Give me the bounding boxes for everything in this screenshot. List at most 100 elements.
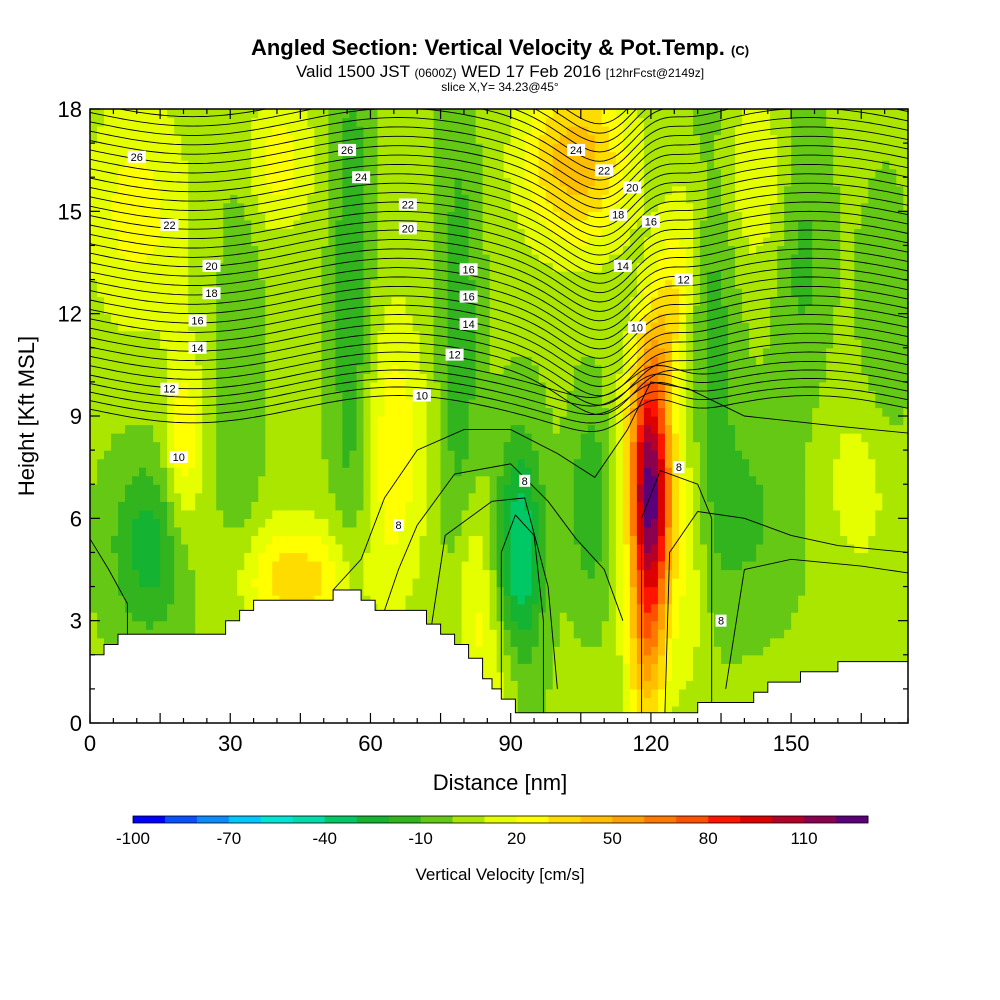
velocity-cell [251, 347, 259, 357]
velocity-cell [475, 637, 484, 647]
velocity-cell [468, 450, 477, 460]
velocity-cell [265, 134, 273, 144]
velocity-cell [181, 398, 189, 409]
velocity-cell [426, 194, 435, 204]
velocity-cell [496, 475, 505, 485]
velocity-cell [342, 543, 351, 554]
velocity-cell [286, 211, 294, 221]
velocity-cell [510, 586, 519, 596]
velocity-cell [300, 373, 308, 383]
velocity-cell [342, 202, 351, 212]
velocity-cell [398, 245, 407, 255]
velocity-cell [384, 143, 393, 153]
velocity-cell [335, 381, 344, 392]
velocity-cell [475, 219, 484, 229]
velocity-cell [412, 543, 421, 554]
velocity-cell [153, 424, 161, 434]
velocity-cell [538, 373, 547, 383]
velocity-cell [517, 663, 526, 673]
velocity-cell [300, 356, 308, 366]
velocity-cell [419, 236, 428, 247]
velocity-cell [160, 543, 168, 554]
velocity-cell [188, 526, 196, 536]
velocity-cell [405, 603, 414, 613]
velocity-cell [363, 313, 372, 323]
velocity-cell [139, 339, 147, 349]
velocity-cell [125, 620, 133, 630]
velocity-cell [118, 296, 126, 306]
velocity-cell [566, 578, 575, 588]
velocity-cell [433, 595, 442, 605]
velocity-cell [258, 228, 266, 238]
velocity-cell [139, 185, 147, 195]
velocity-cell [489, 236, 498, 247]
velocity-cell [349, 450, 358, 460]
velocity-cell [314, 373, 322, 383]
velocity-cell [384, 185, 393, 195]
velocity-cell [475, 288, 484, 298]
velocity-cell [223, 518, 231, 528]
velocity-cell [419, 458, 428, 468]
velocity-cell [307, 262, 315, 272]
velocity-cell [195, 288, 203, 298]
velocity-cell [118, 458, 126, 468]
velocity-cell [153, 467, 161, 477]
velocity-cell [251, 535, 259, 545]
velocity-cell [370, 202, 379, 212]
velocity-cell [202, 450, 210, 460]
velocity-cell [496, 253, 505, 264]
velocity-cell [419, 262, 428, 272]
velocity-cell [258, 475, 266, 485]
velocity-cell [293, 151, 301, 161]
velocity-cell [370, 586, 379, 596]
velocity-cell [321, 151, 329, 161]
velocity-cell [545, 185, 554, 195]
velocity-cell [426, 475, 435, 485]
velocity-cell [405, 458, 414, 468]
velocity-cell [370, 543, 379, 554]
velocity-cell [174, 569, 182, 579]
velocity-cell [265, 484, 273, 494]
velocity-cell [398, 416, 407, 426]
velocity-cell [447, 603, 456, 613]
velocity-cell [216, 578, 224, 588]
velocity-cell [356, 467, 365, 477]
velocity-cell [412, 501, 421, 511]
velocity-cell [104, 637, 112, 647]
title-block: Angled Section: Vertical Velocity & Pot.… [0, 36, 1000, 94]
velocity-cell [202, 134, 210, 144]
velocity-cell [482, 603, 491, 613]
velocity-cell [209, 339, 217, 349]
velocity-cell [433, 364, 442, 374]
velocity-cell [160, 492, 168, 502]
velocity-cell [363, 390, 372, 400]
velocity-cell [251, 194, 259, 204]
velocity-cell [349, 433, 358, 443]
velocity-cell [517, 364, 526, 374]
velocity-cell [384, 168, 393, 178]
velocity-cell [258, 177, 266, 187]
velocity-cell [363, 202, 372, 212]
velocity-cell [510, 501, 519, 511]
velocity-cell [279, 228, 287, 238]
velocity-cell [216, 398, 224, 409]
velocity-cell [195, 109, 203, 119]
velocity-cell [496, 245, 505, 255]
velocity-cell [510, 202, 519, 212]
velocity-cell [300, 219, 308, 229]
velocity-cell [377, 126, 386, 136]
velocity-cell [545, 381, 554, 392]
velocity-cell [160, 535, 168, 545]
velocity-cell [559, 569, 568, 579]
velocity-cell [391, 143, 400, 153]
velocity-cell [335, 501, 344, 511]
velocity-cell [370, 441, 379, 451]
velocity-cell [531, 552, 540, 562]
velocity-cell [538, 322, 547, 332]
velocity-cell [363, 595, 372, 605]
velocity-cell [454, 330, 463, 340]
velocity-cell [419, 271, 428, 281]
velocity-cell [475, 313, 484, 323]
velocity-cell [202, 586, 210, 596]
velocity-cell [496, 177, 505, 187]
